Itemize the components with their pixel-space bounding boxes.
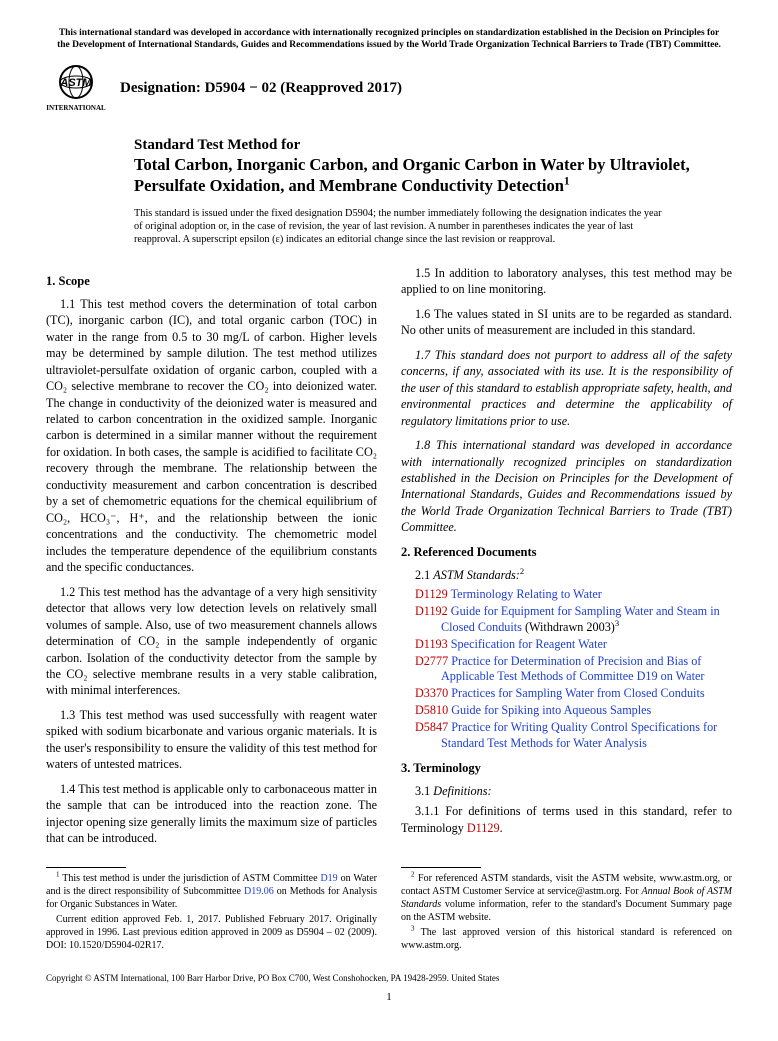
refs-list: D1129 Terminology Relating to WaterD1192… xyxy=(401,587,732,752)
fn1-a: This test method is under the jurisdicti… xyxy=(60,873,321,884)
title-text: Total Carbon, Inorganic Carbon, and Orga… xyxy=(134,155,690,195)
para-3-1-1: 3.1.1 For definitions of terms used in t… xyxy=(401,803,732,836)
footnote-1: 1 This test method is under the jurisdic… xyxy=(46,872,377,911)
footnote-rule xyxy=(46,867,126,868)
issue-note: This standard is issued under the fixed … xyxy=(134,207,732,247)
term-sub: 3.1 Definitions: xyxy=(401,783,732,799)
footnote-2: 2 For referenced ASTM standards, visit t… xyxy=(401,872,732,924)
footnote-col-left: 1 This test method is under the jurisdic… xyxy=(46,867,377,954)
title-sup: 1 xyxy=(564,176,570,188)
column-left: 1. Scope 1.1 This test method covers the… xyxy=(46,265,377,855)
para-1-1: 1.1 This test method covers the determin… xyxy=(46,296,377,576)
footnotes: 1 This test method is under the jurisdic… xyxy=(46,867,732,954)
svg-text:ASTM: ASTM xyxy=(59,77,92,89)
fn3-text: The last approved version of this histor… xyxy=(401,927,732,951)
column-right: 1.5 In addition to laboratory analyses, … xyxy=(401,265,732,855)
astm-logo: ASTM INTERNATIONAL xyxy=(46,64,106,113)
title-line1: Standard Test Method for xyxy=(134,135,692,155)
term-sub-ital: Definitions: xyxy=(433,784,491,798)
ref-title[interactable]: Guide for Spiking into Aqueous Samples xyxy=(451,703,651,717)
fn1-link2[interactable]: D19.06 xyxy=(244,886,274,897)
ref-title[interactable]: Specification for Reagent Water xyxy=(451,637,607,651)
ref-title[interactable]: Practices for Sampling Water from Closed… xyxy=(451,686,704,700)
ref-sub-num: 2.1 xyxy=(415,568,433,582)
para-1-5: 1.5 In addition to laboratory analyses, … xyxy=(401,265,732,298)
ref-num[interactable]: D1192 xyxy=(415,604,448,618)
ref-item: D3370 Practices for Sampling Water from … xyxy=(401,686,732,702)
copyright-line: Copyright © ASTM International, 100 Barr… xyxy=(46,972,732,984)
ref-title[interactable]: Practice for Writing Quality Control Spe… xyxy=(441,720,717,750)
ref-item: D5847 Practice for Writing Quality Contr… xyxy=(401,720,732,752)
ref-title[interactable]: Practice for Determination of Precision … xyxy=(441,654,704,684)
footnote-3: 3 The last approved version of this hist… xyxy=(401,926,732,952)
title-block: Standard Test Method for Total Carbon, I… xyxy=(134,135,732,197)
term-heading: 3. Terminology xyxy=(401,760,732,777)
ref-title[interactable]: Terminology Relating to Water xyxy=(451,587,602,601)
ref-item: D1193 Specification for Reagent Water xyxy=(401,637,732,653)
term-p-text: 3.1.1 For definitions of terms used in t… xyxy=(401,804,732,834)
header-row: ASTM INTERNATIONAL Designation: D5904 − … xyxy=(46,64,732,113)
term-ref-link[interactable]: D1129 xyxy=(467,821,500,835)
ref-sup: 3 xyxy=(615,618,619,628)
refdoc-sub: 2.1 ASTM Standards:2 xyxy=(401,567,732,583)
ref-num[interactable]: D1193 xyxy=(415,637,448,651)
footnote-1b: Current edition approved Feb. 1, 2017. P… xyxy=(46,913,377,952)
ref-sub-sup: 2 xyxy=(520,566,524,576)
para-1-8: 1.8 This international standard was deve… xyxy=(401,437,732,536)
ref-suffix: (Withdrawn 2003) xyxy=(522,620,615,634)
ref-item: D2777 Practice for Determination of Prec… xyxy=(401,654,732,686)
ref-item: D1192 Guide for Equipment for Sampling W… xyxy=(401,604,732,636)
body-columns: 1. Scope 1.1 This test method covers the… xyxy=(46,265,732,855)
designation: Designation: D5904 − 02 (Reapproved 2017… xyxy=(120,78,402,98)
ref-item: D5810 Guide for Spiking into Aqueous Sam… xyxy=(401,703,732,719)
para-1-3: 1.3 This test method was used successful… xyxy=(46,707,377,773)
term-end: . xyxy=(500,821,503,835)
top-notice: This international standard was develope… xyxy=(46,28,732,52)
para-1-6: 1.6 The values stated in SI units are to… xyxy=(401,306,732,339)
ref-num[interactable]: D2777 xyxy=(415,654,448,668)
scope-heading: 1. Scope xyxy=(46,273,377,290)
para-1-2: 1.2 This test method has the advantage o… xyxy=(46,584,377,699)
para-1-4: 1.4 This test method is applicable only … xyxy=(46,781,377,847)
ref-sub-ital: ASTM Standards: xyxy=(433,568,520,582)
logo-text: INTERNATIONAL xyxy=(46,104,105,113)
fn2-post: volume information, refer to the standar… xyxy=(401,899,732,923)
refdoc-heading: 2. Referenced Documents xyxy=(401,544,732,561)
ref-num[interactable]: D3370 xyxy=(415,686,448,700)
page-number: 1 xyxy=(46,990,732,1005)
footnote-col-right: 2 For referenced ASTM standards, visit t… xyxy=(401,867,732,954)
ref-num[interactable]: D1129 xyxy=(415,587,448,601)
ref-num[interactable]: D5810 xyxy=(415,703,448,717)
ref-item: D1129 Terminology Relating to Water xyxy=(401,587,732,603)
term-sub-num: 3.1 xyxy=(415,784,433,798)
para-1-7: 1.7 This standard does not purport to ad… xyxy=(401,347,732,429)
title-line2: Total Carbon, Inorganic Carbon, and Orga… xyxy=(134,155,692,196)
ref-num[interactable]: D5847 xyxy=(415,720,448,734)
footnote-rule-r xyxy=(401,867,481,868)
fn1-link1[interactable]: D19 xyxy=(320,873,337,884)
